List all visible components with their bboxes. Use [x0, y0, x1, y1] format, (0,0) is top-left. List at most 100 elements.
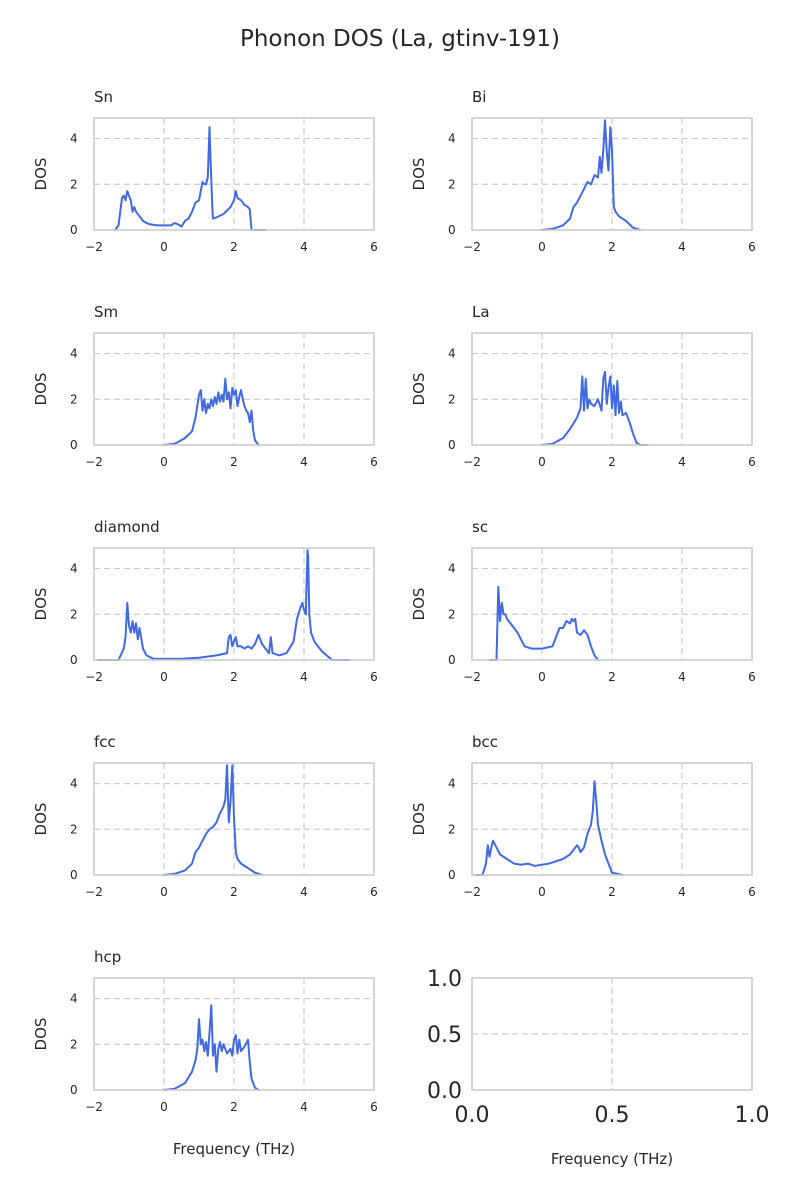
x-tick-label: 4	[678, 455, 686, 469]
x-tick-label: 6	[748, 885, 756, 899]
y-tick-label: 0	[448, 868, 456, 882]
y-tick-label: 2	[70, 822, 78, 836]
subplot-diamond: −2 0 2 4 6 0 2 4 diamond DOS	[32, 518, 378, 684]
x-tick-label: −2	[85, 455, 103, 469]
subplot-Sn: −2 0 2 4 6 0 2 4 Sn DOS	[32, 88, 378, 254]
x-tick-label: −2	[463, 455, 481, 469]
subplot-title: Sn	[94, 88, 113, 106]
y-tick-label: 0	[70, 438, 78, 452]
y-tick-label: 2	[70, 177, 78, 191]
x-tick-label: −2	[85, 885, 103, 899]
series-line-bcc	[474, 780, 624, 876]
x-tick-label: 4	[300, 670, 308, 684]
x-tick-label: 0	[160, 885, 168, 899]
series-line-Sn	[114, 126, 267, 231]
axes-frame	[471, 762, 753, 876]
y-tick-label: 0	[70, 1083, 78, 1097]
y-axis-label: DOS	[32, 158, 50, 191]
x-axis-label: Frequency (THz)	[173, 1140, 295, 1158]
series-line-hcp	[163, 1004, 260, 1091]
subplot-title: diamond	[94, 518, 160, 536]
axes-frame	[471, 547, 753, 661]
x-tick-label: 4	[678, 240, 686, 254]
y-tick-label: 4	[70, 777, 78, 791]
x-tick-label: 6	[370, 670, 378, 684]
x-tick-label: −2	[85, 240, 103, 254]
axes-frame	[93, 332, 375, 446]
subplot-title: fcc	[94, 733, 116, 751]
x-tick-label: 2	[230, 1100, 238, 1114]
x-tick-label: 2	[608, 885, 616, 899]
x-tick-label: −2	[463, 885, 481, 899]
x-tick-label: −2	[85, 670, 103, 684]
y-tick-label: 4	[448, 132, 456, 146]
axes-frame	[93, 977, 375, 1091]
subplot-title: bcc	[472, 733, 498, 751]
y-tick-label: 4	[448, 777, 456, 791]
y-tick-label: 0	[70, 868, 78, 882]
x-tick-label: 6	[370, 1100, 378, 1114]
subplot-hcp: −2 0 2 4 6 0 2 4 hcp DOS Frequency (THz)	[32, 948, 378, 1158]
x-tick-label: 4	[300, 455, 308, 469]
x-tick-label: 2	[230, 670, 238, 684]
series-line-sc	[488, 585, 599, 661]
subplot-sc: −2 0 2 4 6 0 2 4 sc DOS	[410, 518, 756, 684]
y-tick-label: 4	[70, 562, 78, 576]
y-tick-label: 2	[448, 822, 456, 836]
x-tick-label: 0	[538, 240, 546, 254]
x-tick-label: 0	[160, 455, 168, 469]
subplot-title: La	[472, 303, 490, 321]
series-line-diamond	[96, 549, 351, 661]
y-tick-label: 2	[448, 392, 456, 406]
y-tick-label: 0	[70, 223, 78, 237]
x-tick-label: 6	[748, 670, 756, 684]
x-tick-label: 4	[300, 1100, 308, 1114]
subplot-Bi: −2 0 2 4 6 0 2 4 Bi DOS	[410, 88, 756, 254]
x-tick-label: 6	[370, 455, 378, 469]
x-tick-label: 4	[300, 240, 308, 254]
series-line-Sm	[163, 377, 260, 446]
x-tick-label: −2	[463, 670, 481, 684]
subplot-title: sc	[472, 518, 488, 536]
y-axis-label: DOS	[32, 373, 50, 406]
x-tick-label: 1.0	[735, 1103, 770, 1128]
subplot-fcc: −2 0 2 4 6 0 2 4 fcc DOS	[32, 733, 378, 899]
subplot-Sm: −2 0 2 4 6 0 2 4 Sm DOS	[32, 303, 378, 469]
x-tick-label: 6	[748, 455, 756, 469]
subplot-bcc: −2 0 2 4 6 0 2 4 bcc DOS	[410, 733, 756, 899]
y-tick-label: 0	[70, 653, 78, 667]
x-tick-label: 0.5	[595, 1103, 630, 1128]
axes-frame	[471, 117, 753, 231]
y-tick-label: 2	[70, 1037, 78, 1051]
x-tick-label: 0	[538, 455, 546, 469]
y-tick-label: 0	[448, 438, 456, 452]
axes-frame	[471, 977, 753, 1091]
subplot-title: Bi	[472, 88, 486, 106]
x-tick-label: 0.0	[455, 1103, 490, 1128]
series-line-Bi	[541, 119, 641, 231]
y-tick-label: 4	[70, 347, 78, 361]
x-tick-label: 0	[160, 240, 168, 254]
y-axis-label: DOS	[32, 1018, 50, 1051]
x-tick-label: 2	[230, 240, 238, 254]
y-tick-label: 2	[70, 392, 78, 406]
y-axis-label: DOS	[410, 803, 428, 836]
y-axis-label: DOS	[410, 588, 428, 621]
axes-frame	[93, 117, 375, 231]
axes-frame	[93, 762, 375, 876]
y-tick-label: 4	[70, 132, 78, 146]
x-tick-label: 4	[678, 885, 686, 899]
x-tick-label: 2	[608, 670, 616, 684]
y-axis-label: DOS	[410, 373, 428, 406]
y-tick-label: 4	[448, 562, 456, 576]
x-tick-label: 6	[370, 885, 378, 899]
y-tick-label: 2	[448, 177, 456, 191]
y-tick-label: 2	[448, 607, 456, 621]
y-tick-label: 0	[448, 653, 456, 667]
axes-frame	[471, 332, 753, 446]
y-tick-label: 0.0	[427, 1079, 462, 1104]
x-tick-label: 2	[608, 240, 616, 254]
x-tick-label: 2	[230, 885, 238, 899]
y-axis-label: DOS	[32, 588, 50, 621]
